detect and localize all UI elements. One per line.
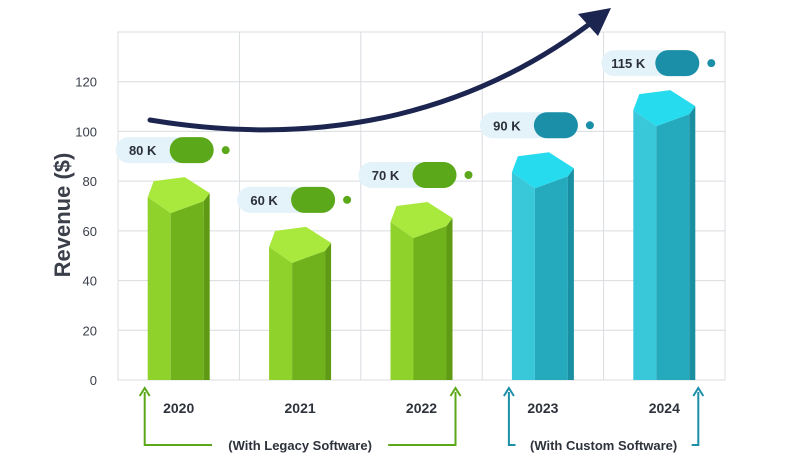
bar-face <box>534 176 568 380</box>
label-pill-accent <box>533 112 578 139</box>
bar-face <box>325 242 332 380</box>
bar-2020 <box>147 177 210 380</box>
label-dot <box>221 146 230 155</box>
y-tick-label: 100 <box>75 124 97 139</box>
data-labels: 80 K 60 K 70 K 90 K 115 K <box>115 50 716 213</box>
bracket-line <box>507 392 516 446</box>
x-tick-label: 2023 <box>527 400 558 416</box>
bracket-arrow <box>692 386 705 397</box>
x-tick-label: 2024 <box>649 400 680 416</box>
bars <box>147 90 696 381</box>
bar-top <box>269 226 332 263</box>
y-tick-label: 60 <box>83 224 97 239</box>
group-label: (With Custom Software) <box>530 438 677 453</box>
trend-arrow <box>147 13 603 133</box>
data-label-2021: 60 K <box>237 186 352 213</box>
trend-arrow-head <box>578 8 611 36</box>
bar-face <box>656 114 690 381</box>
label-dot <box>343 195 352 204</box>
group-bracket-1: (With Custom Software) <box>503 386 705 453</box>
y-axis-label: Revenue ($) <box>50 153 75 278</box>
data-label-text: 80 K <box>129 143 157 158</box>
y-tick-label: 80 <box>83 174 97 189</box>
data-label-2024: 115 K <box>601 50 716 77</box>
bar-face <box>203 193 210 380</box>
bar-face <box>446 218 453 380</box>
bracket-arrow <box>449 386 462 397</box>
label-pill-accent <box>291 186 336 213</box>
bar-face <box>292 250 326 380</box>
bar-2022 <box>390 202 453 380</box>
y-axis-ticks: 0 20 40 60 80 100 120 <box>75 75 97 388</box>
bar-top <box>633 90 696 127</box>
bracket-line <box>143 392 212 446</box>
label-pill-accent <box>169 137 214 164</box>
bar-top <box>147 177 210 214</box>
bar-face <box>147 197 171 380</box>
bracket-line <box>691 392 700 446</box>
bar-face <box>511 172 535 380</box>
x-tick-label: 2020 <box>163 400 194 416</box>
label-pill-accent <box>655 50 700 77</box>
group-label: (With Legacy Software) <box>228 438 372 453</box>
bar-top <box>390 202 453 238</box>
label-pill-accent <box>412 162 457 188</box>
bracket-arrow <box>138 386 151 397</box>
bar-face <box>170 201 204 380</box>
bar-2021 <box>269 226 332 380</box>
data-label-2022: 70 K <box>358 162 473 188</box>
data-label-text: 115 K <box>611 56 646 71</box>
y-tick-label: 0 <box>90 373 97 388</box>
x-axis-categories: 2020 2021 2022 2023 2024 <box>163 400 680 416</box>
group-brackets: (With Legacy Software) (With Custom Softw… <box>138 386 705 453</box>
bar-face <box>390 222 414 380</box>
group-bracket-0: (With Legacy Software) <box>138 386 462 453</box>
y-tick-label: 40 <box>83 274 97 289</box>
data-label-text: 90 K <box>493 118 521 133</box>
data-label-text: 70 K <box>372 168 400 183</box>
bar-face <box>689 106 696 381</box>
data-label-text: 60 K <box>250 193 278 208</box>
bar-face <box>413 226 447 380</box>
bar-face <box>269 246 293 380</box>
y-tick-label: 120 <box>75 75 97 90</box>
x-tick-label: 2021 <box>285 400 316 416</box>
bracket-line <box>388 392 457 446</box>
x-tick-label: 2022 <box>406 400 437 416</box>
bar-face <box>567 168 574 380</box>
bracket-arrow <box>503 386 515 397</box>
bar-face <box>633 110 657 381</box>
bar-2024 <box>633 90 696 381</box>
label-dot <box>464 171 473 179</box>
data-label-2020: 80 K <box>115 137 230 164</box>
label-dot <box>585 121 594 130</box>
label-dot <box>707 59 716 68</box>
data-label-2023: 90 K <box>479 112 594 139</box>
bar-2023 <box>511 152 574 380</box>
bar-top <box>511 152 574 189</box>
y-tick-label: 20 <box>83 323 97 338</box>
